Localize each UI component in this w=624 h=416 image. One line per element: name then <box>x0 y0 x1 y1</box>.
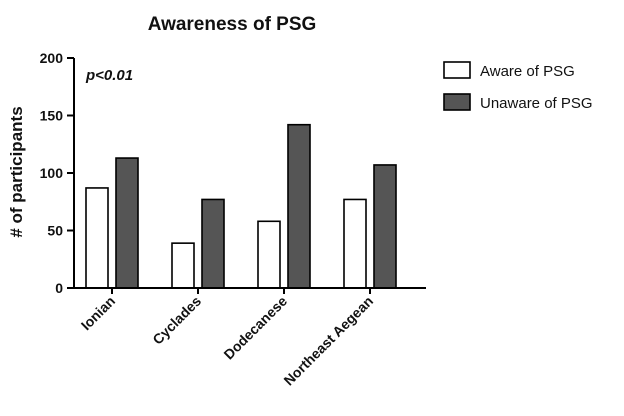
bar-unaware-northeast-aegean <box>373 164 397 289</box>
y-tick-label: 150 <box>40 108 64 124</box>
bars-group <box>85 123 397 289</box>
legend-label-unaware: Unaware of PSG <box>480 95 593 112</box>
x-category-label: Northeast Aegean <box>280 293 376 389</box>
y-axis-label: # of participants <box>7 106 26 237</box>
y-tick-label: 0 <box>55 280 63 296</box>
significance-annotation: p<0.01 <box>85 67 133 84</box>
bar-unaware-dodecanese <box>287 123 311 289</box>
y-tick-label: 50 <box>47 223 63 239</box>
bar-unaware-cyclades <box>201 198 225 289</box>
legend: Aware of PSG Unaware of PSG <box>443 61 593 112</box>
x-category-label: Cyclades <box>149 293 204 348</box>
bar-aware-cyclades <box>171 242 195 289</box>
x-category-label: Ionian <box>78 293 118 333</box>
y-tick-label: 200 <box>40 50 64 66</box>
bar-aware-dodecanese <box>257 220 281 289</box>
y-axis: 0 50 100 150 200 <box>40 50 75 296</box>
x-category-label: Dodecanese <box>220 293 290 363</box>
legend-label-aware: Aware of PSG <box>480 63 575 80</box>
y-tick-label: 100 <box>40 165 64 181</box>
bar-aware-northeast-aegean <box>343 198 367 289</box>
bar-aware-ionian <box>85 187 109 289</box>
chart-title: Awareness of PSG <box>148 14 317 35</box>
bar-unaware-ionian <box>115 157 139 289</box>
legend-swatch-unaware <box>443 93 471 111</box>
legend-swatch-aware <box>443 61 471 79</box>
